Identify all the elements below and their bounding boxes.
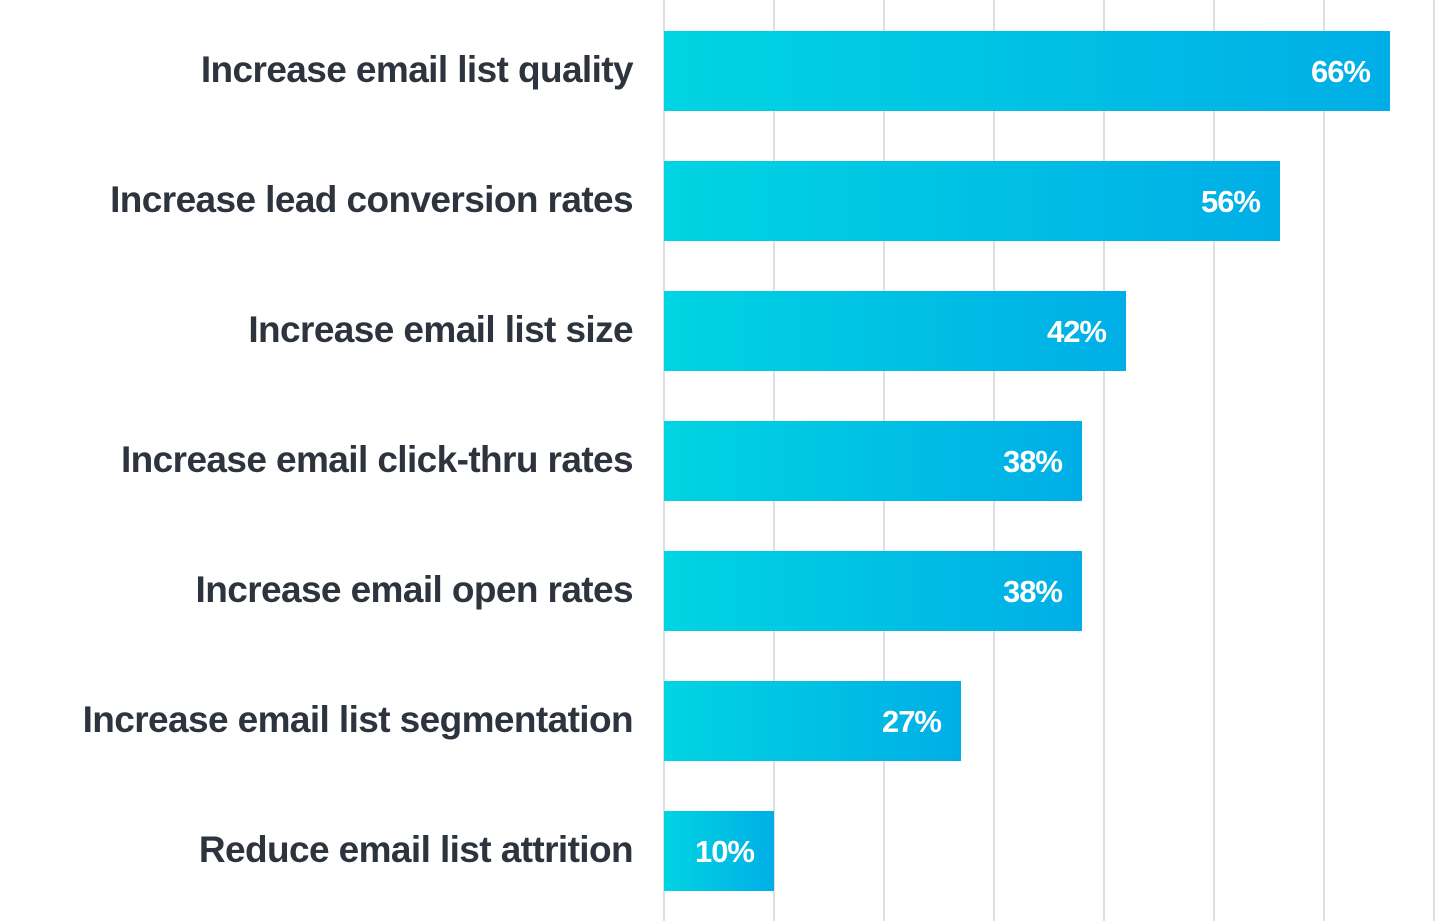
gridline	[1433, 0, 1435, 921]
category-label: Increase lead conversion rates	[110, 179, 633, 220]
value-label: 56%	[1200, 184, 1261, 219]
bar-row: Increase email list size 42%	[0, 291, 1436, 371]
value-label: 27%	[881, 704, 942, 739]
bar-row: Increase lead conversion rates 56%	[0, 161, 1436, 241]
category-label: Reduce email list attrition	[198, 829, 634, 870]
category-label: Increase email list size	[248, 309, 633, 350]
bar: 56%	[664, 161, 1280, 241]
bar-row: Increase email list quality 66%	[0, 31, 1436, 111]
bar: 42%	[664, 291, 1126, 371]
gridline	[1213, 0, 1215, 921]
category-label: Increase email list segmentation	[82, 699, 634, 740]
value-label: 66%	[1310, 54, 1371, 89]
bar-row: Increase email list segmentation 27%	[0, 681, 1436, 761]
category-label: Increase email list quality	[200, 49, 634, 90]
value-label: 38%	[1002, 574, 1063, 609]
gridline	[1323, 0, 1325, 921]
bar-row: Increase email open rates 38%	[0, 551, 1436, 631]
bar: 66%	[664, 31, 1390, 111]
category-label: Increase email open rates	[195, 569, 634, 610]
bar-row: Increase email click-thru rates 38%	[0, 421, 1436, 501]
bar-row: Reduce email list attrition 10%	[0, 811, 1436, 891]
category-label: Increase email click-thru rates	[120, 439, 634, 480]
bar: 10%	[664, 811, 774, 891]
value-label: 42%	[1046, 314, 1107, 349]
gridline	[1103, 0, 1105, 921]
bar: 27%	[664, 681, 961, 761]
bar: 38%	[664, 421, 1082, 501]
value-label: 10%	[694, 834, 755, 869]
bar: 38%	[664, 551, 1082, 631]
value-label: 38%	[1002, 444, 1063, 479]
